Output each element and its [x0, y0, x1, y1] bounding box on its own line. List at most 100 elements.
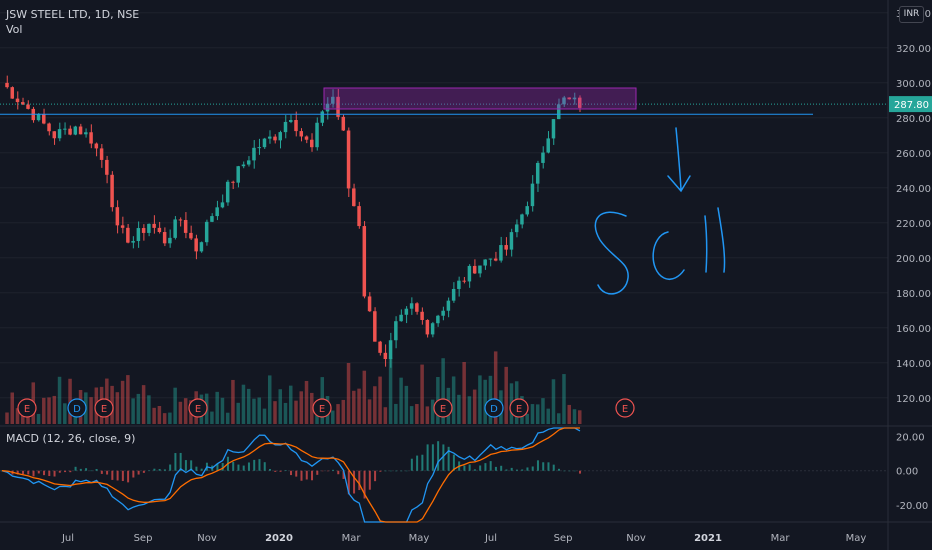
- macd-histogram-bar: [153, 468, 156, 471]
- currency-button[interactable]: INR: [899, 6, 924, 23]
- macd-histogram-bar: [473, 469, 476, 471]
- dividend-marker[interactable]: D: [484, 398, 504, 418]
- dividend-marker[interactable]: D: [67, 398, 87, 418]
- price-tick-label: 200.00: [896, 254, 931, 265]
- macd-histogram-bar: [337, 470, 340, 475]
- earnings-marker[interactable]: E: [615, 398, 635, 418]
- candle-body: [362, 226, 367, 297]
- earnings-marker[interactable]: E: [509, 398, 529, 418]
- volume-bar: [304, 380, 309, 424]
- volume-bar: [294, 400, 298, 424]
- macd-histogram-bar: [368, 470, 371, 490]
- candle-body: [84, 132, 88, 135]
- macd-histogram-bar: [95, 469, 98, 471]
- volume-bar: [89, 397, 93, 424]
- candle-body: [178, 219, 183, 221]
- volume-bar: [215, 391, 219, 424]
- volume-bar: [283, 402, 288, 424]
- macd-histogram-bar: [190, 460, 193, 471]
- candle-body: [204, 221, 209, 243]
- macd-histogram-bar: [426, 444, 429, 471]
- candle-body: [383, 352, 388, 360]
- volume-bar: [399, 377, 403, 424]
- macd-histogram-bar: [463, 465, 466, 471]
- macd-histogram-bar: [53, 470, 56, 477]
- candle-body: [357, 206, 361, 227]
- candle-body: [26, 104, 30, 109]
- macd-histogram-bar: [132, 470, 135, 478]
- candle-body: [173, 219, 177, 238]
- volume-bar: [525, 413, 529, 424]
- volume-bar: [225, 412, 230, 424]
- candle-body: [325, 103, 330, 112]
- candle-body: [15, 98, 20, 103]
- macd-histogram-bar: [431, 444, 434, 471]
- candle-body: [451, 288, 456, 301]
- volume-bar: [535, 404, 540, 424]
- macd-histogram-bar: [174, 453, 177, 471]
- candle-body: [73, 126, 78, 135]
- time-tick-label: Sep: [134, 533, 153, 544]
- candle-body: [278, 132, 282, 141]
- symbol-legend: JSW STEEL LTD, 1D, NSE Vol: [6, 7, 139, 37]
- grid-lines: [0, 12, 888, 399]
- earnings-marker[interactable]: E: [17, 398, 37, 418]
- candle-body: [567, 97, 571, 100]
- candle-body: [89, 132, 93, 144]
- candle-body: [36, 114, 41, 121]
- candle-body: [299, 131, 304, 137]
- earnings-marker[interactable]: E: [94, 398, 114, 418]
- macd-histogram-bar: [505, 469, 508, 471]
- macd-histogram-bar: [332, 469, 335, 471]
- volume-bar: [562, 374, 566, 424]
- volume-bar: [530, 404, 535, 424]
- macd-histogram-bar: [142, 470, 145, 473]
- macd-legend: MACD (12, 26, close, 9): [6, 432, 136, 445]
- candle-body: [514, 224, 519, 233]
- candle-body: [430, 323, 435, 335]
- volume-bar: [241, 384, 246, 424]
- macd-histogram-bar: [100, 470, 103, 474]
- macd-histogram-bar: [563, 470, 566, 472]
- volume-bar: [546, 408, 550, 424]
- earnings-marker[interactable]: E: [433, 398, 453, 418]
- volume-bar: [126, 375, 130, 424]
- volume-bar: [504, 366, 508, 424]
- candle-body: [225, 181, 230, 203]
- candle-body: [52, 131, 57, 139]
- macd-histogram-bar: [58, 470, 61, 473]
- candle-body: [147, 223, 151, 233]
- candle-body: [194, 238, 198, 252]
- volume-bar: [310, 392, 314, 424]
- volume-bar: [231, 379, 235, 424]
- volume-bar: [220, 397, 225, 424]
- volume-bar: [5, 412, 9, 424]
- macd-histogram-bar: [253, 459, 256, 471]
- volume-bar: [136, 393, 141, 424]
- volume-bar: [157, 405, 162, 424]
- candle-body: [246, 160, 251, 165]
- volume-bar: [578, 410, 582, 424]
- earnings-marker[interactable]: E: [188, 398, 208, 418]
- volume-bar: [493, 351, 498, 424]
- candle-body: [126, 227, 130, 243]
- candle-body: [115, 207, 120, 226]
- event-label: E: [622, 404, 628, 415]
- candle-body: [520, 214, 524, 225]
- volume-bar: [273, 401, 277, 424]
- price-tick-label: 240.00: [896, 184, 931, 195]
- volume-bar: [120, 380, 125, 424]
- macd-histogram-bar: [263, 462, 266, 471]
- macd-histogram-bar: [437, 441, 440, 471]
- macd-histogram-bar: [515, 469, 518, 471]
- macd-histogram-bar: [442, 444, 445, 471]
- macd-histogram-bar: [400, 470, 403, 472]
- volume-bar: [152, 407, 156, 424]
- event-label: E: [195, 404, 201, 415]
- volume-bar: [147, 395, 151, 424]
- time-tick-label: Nov: [197, 533, 217, 544]
- earnings-marker[interactable]: E: [312, 398, 332, 418]
- volume-bar: [441, 358, 445, 424]
- candle-body: [425, 319, 430, 335]
